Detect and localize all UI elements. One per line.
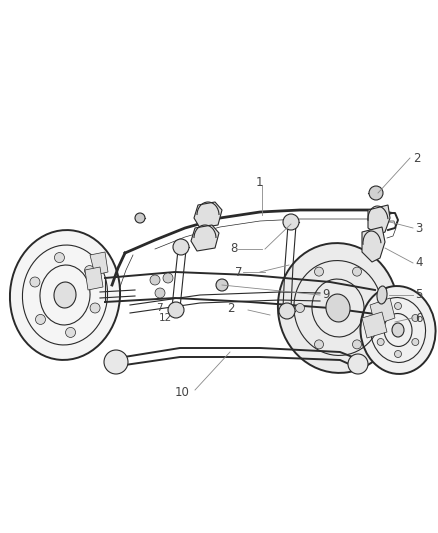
Ellipse shape xyxy=(326,294,350,322)
Circle shape xyxy=(377,338,384,345)
Text: 8: 8 xyxy=(231,243,238,255)
Circle shape xyxy=(85,265,95,276)
Ellipse shape xyxy=(278,243,398,373)
Circle shape xyxy=(66,327,76,337)
Circle shape xyxy=(150,275,160,285)
Circle shape xyxy=(377,314,384,321)
Circle shape xyxy=(348,354,368,374)
Text: 2: 2 xyxy=(227,302,235,314)
Circle shape xyxy=(135,213,145,223)
Ellipse shape xyxy=(10,230,120,360)
Circle shape xyxy=(30,277,40,287)
Circle shape xyxy=(163,273,173,283)
Text: 6: 6 xyxy=(415,311,423,325)
Text: 10: 10 xyxy=(175,386,190,400)
Polygon shape xyxy=(191,225,219,251)
Polygon shape xyxy=(362,312,387,338)
Text: 4: 4 xyxy=(415,256,423,270)
Circle shape xyxy=(353,267,361,276)
Ellipse shape xyxy=(54,282,76,308)
Circle shape xyxy=(412,338,419,345)
Ellipse shape xyxy=(360,286,435,374)
Circle shape xyxy=(353,340,361,349)
Polygon shape xyxy=(90,252,108,275)
Polygon shape xyxy=(85,267,103,290)
Text: 1: 1 xyxy=(256,175,264,189)
Circle shape xyxy=(395,351,402,358)
Ellipse shape xyxy=(392,323,404,337)
Circle shape xyxy=(216,279,228,291)
Circle shape xyxy=(395,303,402,310)
Polygon shape xyxy=(370,298,395,325)
Circle shape xyxy=(296,303,304,312)
Circle shape xyxy=(173,239,189,255)
Circle shape xyxy=(90,303,100,313)
Circle shape xyxy=(371,303,381,312)
Circle shape xyxy=(314,340,324,349)
Circle shape xyxy=(369,186,383,200)
Circle shape xyxy=(104,350,128,374)
Text: 9: 9 xyxy=(322,288,329,302)
Polygon shape xyxy=(362,227,385,262)
Text: 5: 5 xyxy=(415,288,422,302)
Circle shape xyxy=(54,253,64,263)
Circle shape xyxy=(155,288,165,298)
Circle shape xyxy=(279,303,295,319)
Circle shape xyxy=(283,214,299,230)
Polygon shape xyxy=(194,202,222,228)
Text: 3: 3 xyxy=(415,222,422,235)
Text: 7: 7 xyxy=(155,303,162,313)
Text: 12: 12 xyxy=(159,313,172,323)
Circle shape xyxy=(35,314,46,325)
Polygon shape xyxy=(368,205,390,235)
Ellipse shape xyxy=(377,286,387,304)
Text: 2: 2 xyxy=(413,151,420,165)
Circle shape xyxy=(412,314,419,321)
Circle shape xyxy=(168,302,184,318)
Circle shape xyxy=(314,267,324,276)
Text: 7: 7 xyxy=(236,265,243,279)
